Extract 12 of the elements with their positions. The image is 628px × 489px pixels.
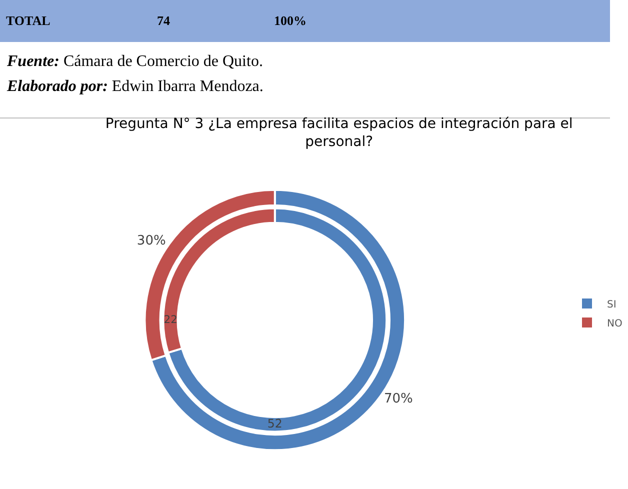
- data-label: 30%: [136, 233, 166, 248]
- data-label: 22: [164, 312, 178, 326]
- text: 100%: [274, 13, 306, 28]
- chart-title: Pregunta N° 3 ¿La empresa facilita espacios de integración para el personal?: [105, 116, 573, 150]
- source-note: Fuente: Cámara de Comercio de Quito.: [6, 53, 263, 70]
- text: Elaborado por: Edwin Ibarra Mendoza.: [6, 78, 264, 95]
- legend-label: NO: [607, 318, 622, 330]
- data-label: 52: [267, 416, 282, 430]
- data-label: 70%: [384, 392, 413, 407]
- text: TOTAL: [6, 13, 51, 28]
- text: 74: [157, 13, 170, 28]
- legend-label: SI: [607, 299, 616, 310]
